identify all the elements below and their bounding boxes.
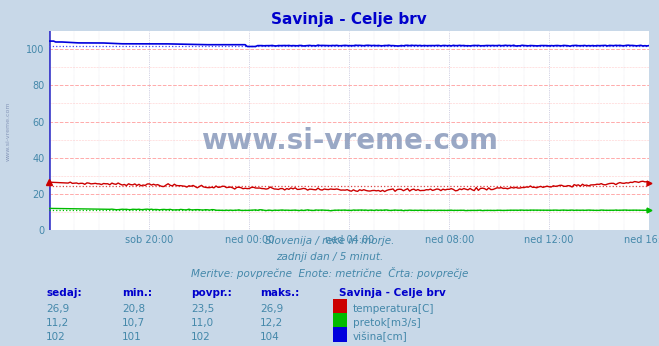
Text: 26,9: 26,9 [46,304,69,314]
Text: višina[cm]: višina[cm] [353,331,407,342]
Text: Savinja - Celje brv: Savinja - Celje brv [339,288,446,298]
Text: Slovenija / reke in morje.: Slovenija / reke in morje. [265,236,394,246]
Text: 23,5: 23,5 [191,304,214,314]
Text: 12,2: 12,2 [260,318,283,328]
Text: pretok[m3/s]: pretok[m3/s] [353,318,420,328]
Text: sedaj:: sedaj: [46,288,82,298]
Text: min.:: min.: [122,288,152,298]
Text: 11,0: 11,0 [191,318,214,328]
Title: Savinja - Celje brv: Savinja - Celje brv [272,12,427,27]
Text: www.si-vreme.com: www.si-vreme.com [201,127,498,155]
Text: 26,9: 26,9 [260,304,283,314]
Text: 104: 104 [260,332,280,342]
Text: povpr.:: povpr.: [191,288,232,298]
Text: 20,8: 20,8 [122,304,145,314]
Text: zadnji dan / 5 minut.: zadnji dan / 5 minut. [276,252,383,262]
Text: 10,7: 10,7 [122,318,145,328]
Text: www.si-vreme.com: www.si-vreme.com [5,102,11,161]
Text: Meritve: povprečne  Enote: metrične  Črta: povprečje: Meritve: povprečne Enote: metrične Črta:… [191,267,468,279]
Text: maks.:: maks.: [260,288,300,298]
Text: 11,2: 11,2 [46,318,69,328]
Text: 102: 102 [191,332,211,342]
Text: temperatura[C]: temperatura[C] [353,304,434,314]
Text: 102: 102 [46,332,66,342]
Text: 101: 101 [122,332,142,342]
